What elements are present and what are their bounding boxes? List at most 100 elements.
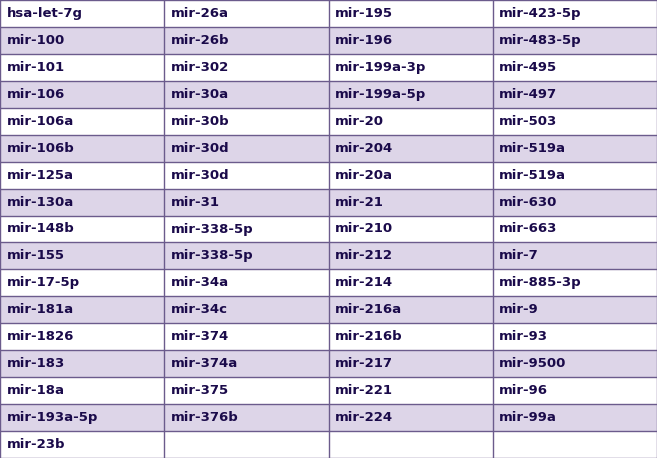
- Text: mir-155: mir-155: [7, 250, 64, 262]
- Text: mir-374a: mir-374a: [171, 357, 238, 370]
- Bar: [164, 216, 328, 242]
- Text: mir-519a: mir-519a: [499, 169, 566, 182]
- Bar: [328, 216, 493, 242]
- Bar: [328, 323, 493, 350]
- Bar: [0, 0, 164, 27]
- Bar: [493, 54, 657, 81]
- Text: mir-26a: mir-26a: [171, 7, 229, 20]
- Text: mir-23b: mir-23b: [7, 438, 65, 451]
- Bar: [164, 162, 328, 189]
- Text: mir-148b: mir-148b: [7, 223, 74, 235]
- Text: mir-224: mir-224: [335, 411, 393, 424]
- Text: mir-9: mir-9: [499, 303, 539, 316]
- Bar: [493, 323, 657, 350]
- Text: mir-885-3p: mir-885-3p: [499, 276, 582, 289]
- Text: hsa-let-7g: hsa-let-7g: [7, 7, 83, 20]
- Text: mir-519a: mir-519a: [499, 142, 566, 155]
- Bar: [164, 135, 328, 162]
- Bar: [493, 216, 657, 242]
- Bar: [493, 108, 657, 135]
- Bar: [164, 377, 328, 404]
- Bar: [0, 189, 164, 216]
- Bar: [328, 377, 493, 404]
- Bar: [164, 54, 328, 81]
- Bar: [493, 162, 657, 189]
- Text: mir-106: mir-106: [7, 88, 65, 101]
- Text: mir-204: mir-204: [335, 142, 394, 155]
- Text: mir-125a: mir-125a: [7, 169, 74, 182]
- Text: mir-375: mir-375: [171, 384, 229, 397]
- Text: mir-199a-5p: mir-199a-5p: [335, 88, 426, 101]
- Text: mir-100: mir-100: [7, 34, 65, 47]
- Text: mir-338-5p: mir-338-5p: [171, 223, 254, 235]
- Text: mir-199a-3p: mir-199a-3p: [335, 61, 426, 74]
- Bar: [0, 377, 164, 404]
- Bar: [164, 108, 328, 135]
- Bar: [164, 296, 328, 323]
- Bar: [328, 135, 493, 162]
- Bar: [164, 189, 328, 216]
- Bar: [493, 27, 657, 54]
- Bar: [0, 431, 164, 458]
- Text: mir-221: mir-221: [335, 384, 393, 397]
- Bar: [164, 404, 328, 431]
- Text: mir-663: mir-663: [499, 223, 558, 235]
- Text: mir-30b: mir-30b: [171, 115, 229, 128]
- Bar: [164, 431, 328, 458]
- Text: mir-30a: mir-30a: [171, 88, 229, 101]
- Text: mir-20: mir-20: [335, 115, 384, 128]
- Text: mir-26b: mir-26b: [171, 34, 229, 47]
- Text: mir-483-5p: mir-483-5p: [499, 34, 582, 47]
- Bar: [493, 0, 657, 27]
- Text: mir-376b: mir-376b: [171, 411, 238, 424]
- Bar: [328, 0, 493, 27]
- Text: mir-497: mir-497: [499, 88, 557, 101]
- Text: mir-18a: mir-18a: [7, 384, 64, 397]
- Text: mir-193a-5p: mir-193a-5p: [7, 411, 98, 424]
- Text: mir-503: mir-503: [499, 115, 558, 128]
- Bar: [493, 242, 657, 269]
- Bar: [328, 350, 493, 377]
- Text: mir-216a: mir-216a: [335, 303, 402, 316]
- Text: mir-20a: mir-20a: [335, 169, 393, 182]
- Bar: [493, 189, 657, 216]
- Bar: [164, 27, 328, 54]
- Bar: [0, 135, 164, 162]
- Bar: [0, 216, 164, 242]
- Bar: [493, 377, 657, 404]
- Bar: [0, 269, 164, 296]
- Text: mir-30d: mir-30d: [171, 169, 229, 182]
- Text: mir-9500: mir-9500: [499, 357, 567, 370]
- Text: mir-17-5p: mir-17-5p: [7, 276, 79, 289]
- Bar: [328, 296, 493, 323]
- Text: mir-338-5p: mir-338-5p: [171, 250, 254, 262]
- Bar: [493, 404, 657, 431]
- Bar: [493, 350, 657, 377]
- Bar: [164, 323, 328, 350]
- Text: mir-106a: mir-106a: [7, 115, 74, 128]
- Text: mir-423-5p: mir-423-5p: [499, 7, 582, 20]
- Text: mir-210: mir-210: [335, 223, 393, 235]
- Bar: [328, 81, 493, 108]
- Bar: [328, 242, 493, 269]
- Bar: [164, 242, 328, 269]
- Text: mir-183: mir-183: [7, 357, 65, 370]
- Bar: [0, 296, 164, 323]
- Text: mir-216b: mir-216b: [335, 330, 403, 343]
- Bar: [0, 162, 164, 189]
- Bar: [0, 404, 164, 431]
- Bar: [493, 269, 657, 296]
- Bar: [328, 189, 493, 216]
- Text: mir-106b: mir-106b: [7, 142, 74, 155]
- Text: mir-181a: mir-181a: [7, 303, 74, 316]
- Bar: [328, 269, 493, 296]
- Text: mir-630: mir-630: [499, 196, 558, 208]
- Text: mir-196: mir-196: [335, 34, 393, 47]
- Bar: [0, 242, 164, 269]
- Bar: [164, 350, 328, 377]
- Text: mir-93: mir-93: [499, 330, 549, 343]
- Text: mir-101: mir-101: [7, 61, 64, 74]
- Bar: [0, 350, 164, 377]
- Bar: [0, 81, 164, 108]
- Bar: [164, 81, 328, 108]
